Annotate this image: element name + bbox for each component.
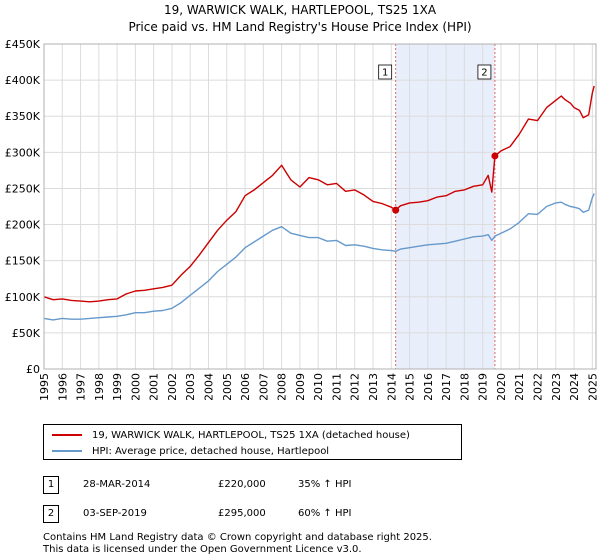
- x-tick-label: 2024: [568, 373, 581, 400]
- sale-marker-label: 2: [481, 68, 487, 79]
- x-tick-label: 2009: [294, 373, 307, 400]
- x-tick-label: 2022: [532, 373, 545, 400]
- x-tick-label: 2006: [239, 373, 252, 400]
- hpi-line: [43, 193, 595, 321]
- y-tick-label: £100K: [5, 291, 41, 304]
- sale-marker-box: [477, 64, 492, 80]
- plot-area: [44, 44, 596, 369]
- x-tick-label: 2012: [349, 373, 362, 400]
- sale-marker-label: 1: [382, 68, 388, 79]
- y-tick-label: £400K: [5, 74, 41, 87]
- sale-price: £220,000: [218, 479, 266, 490]
- y-tick-label: £350K: [5, 110, 41, 123]
- footer: Contains HM Land Registry data © Crown c…: [43, 532, 432, 556]
- x-tick-label: 2007: [257, 373, 270, 400]
- legend-property-label: 19, WARWICK WALK, HARTLEPOOL, TS25 1XA (…: [92, 429, 410, 441]
- y-tick-label: £200K: [5, 219, 41, 232]
- x-tick-label: 2020: [495, 373, 508, 400]
- chart-title-block: 19, WARWICK WALK, HARTLEPOOL, TS25 1XA P…: [0, 2, 600, 36]
- legend-item-property: 19, WARWICK WALK, HARTLEPOOL, TS25 1XA (…: [52, 427, 410, 443]
- sale-hpi-change: 60% ↑ HPI: [298, 508, 352, 519]
- ownership-period-shade: [395, 44, 495, 369]
- x-tick-label: 1996: [56, 373, 69, 400]
- plot-border: [43, 43, 597, 370]
- x-tick-label: 2008: [276, 373, 289, 400]
- x-tick-label: 2018: [458, 373, 471, 400]
- footer-line: Contains HM Land Registry data © Crown c…: [43, 532, 432, 543]
- sale-price: £295,000: [218, 508, 266, 519]
- sale-number-badge: 1: [43, 476, 59, 494]
- sale-marker-box: [378, 64, 393, 80]
- y-tick-label: £450K: [5, 38, 41, 51]
- y-tick-label: £0: [26, 363, 40, 376]
- shade-layer: [44, 44, 596, 369]
- sale-point: [491, 152, 499, 160]
- x-tick-label: 2000: [129, 373, 142, 400]
- legend-hpi-label: HPI: Average price, detached house, Hart…: [92, 445, 330, 457]
- x-tick-label: 2019: [477, 373, 490, 400]
- x-tick-label: 1999: [111, 373, 124, 400]
- legend-hpi-swatch: [52, 450, 82, 452]
- y-tick-label: £50K: [12, 327, 41, 340]
- x-tick-label: 2001: [148, 373, 161, 400]
- property-price-line: [43, 85, 595, 303]
- sale-number-badge: 2: [43, 505, 59, 523]
- legend-item-hpi: HPI: Average price, detached house, Hart…: [52, 443, 329, 459]
- x-tick-label: 2010: [312, 373, 325, 400]
- x-tick-label: 2017: [440, 373, 453, 400]
- x-tick-label: 2011: [330, 373, 343, 400]
- sale-date: 28-MAR-2014: [83, 479, 151, 490]
- axis-layer: £0 £50K £100K £150K £200K £250K £300K £350K £400…: [5, 38, 600, 400]
- chart-subtitle: Price paid vs. HM Land Registry's House …: [128, 20, 472, 34]
- x-tick-label: 2015: [404, 373, 417, 400]
- x-tick-label: 2004: [203, 373, 216, 400]
- sale-hpi-change: 35% ↑ HPI: [298, 479, 352, 490]
- x-tick-label: 1998: [93, 373, 106, 400]
- x-tick-label: 2003: [184, 373, 197, 400]
- x-tick-label: 2005: [221, 373, 234, 400]
- series-layer: [43, 85, 595, 321]
- x-tick-label: 2025: [586, 373, 599, 400]
- x-tick-label: 2016: [422, 373, 435, 400]
- legend: 19, WARWICK WALK, HARTLEPOOL, TS25 1XA (…: [43, 424, 462, 460]
- chart-title: 19, WARWICK WALK, HARTLEPOOL, TS25 1XA: [163, 3, 437, 17]
- x-tick-label: 2021: [513, 373, 526, 400]
- legend-property-swatch: [52, 434, 82, 436]
- x-tick-label: 2002: [166, 373, 179, 400]
- x-tick-label: 1997: [75, 373, 88, 400]
- y-tick-label: £300K: [5, 146, 41, 159]
- x-tick-label: 2014: [385, 373, 398, 400]
- x-tick-label: 2023: [550, 373, 563, 400]
- y-tick-label: £150K: [5, 255, 41, 268]
- y-tick-label: £250K: [5, 182, 41, 195]
- sale-date: 03-SEP-2019: [83, 508, 147, 519]
- x-tick-label: 2013: [367, 373, 380, 400]
- x-tick-label: 1995: [38, 373, 51, 400]
- footer-line: This data is licensed under the Open Gov…: [43, 544, 362, 555]
- sale-point: [392, 206, 400, 214]
